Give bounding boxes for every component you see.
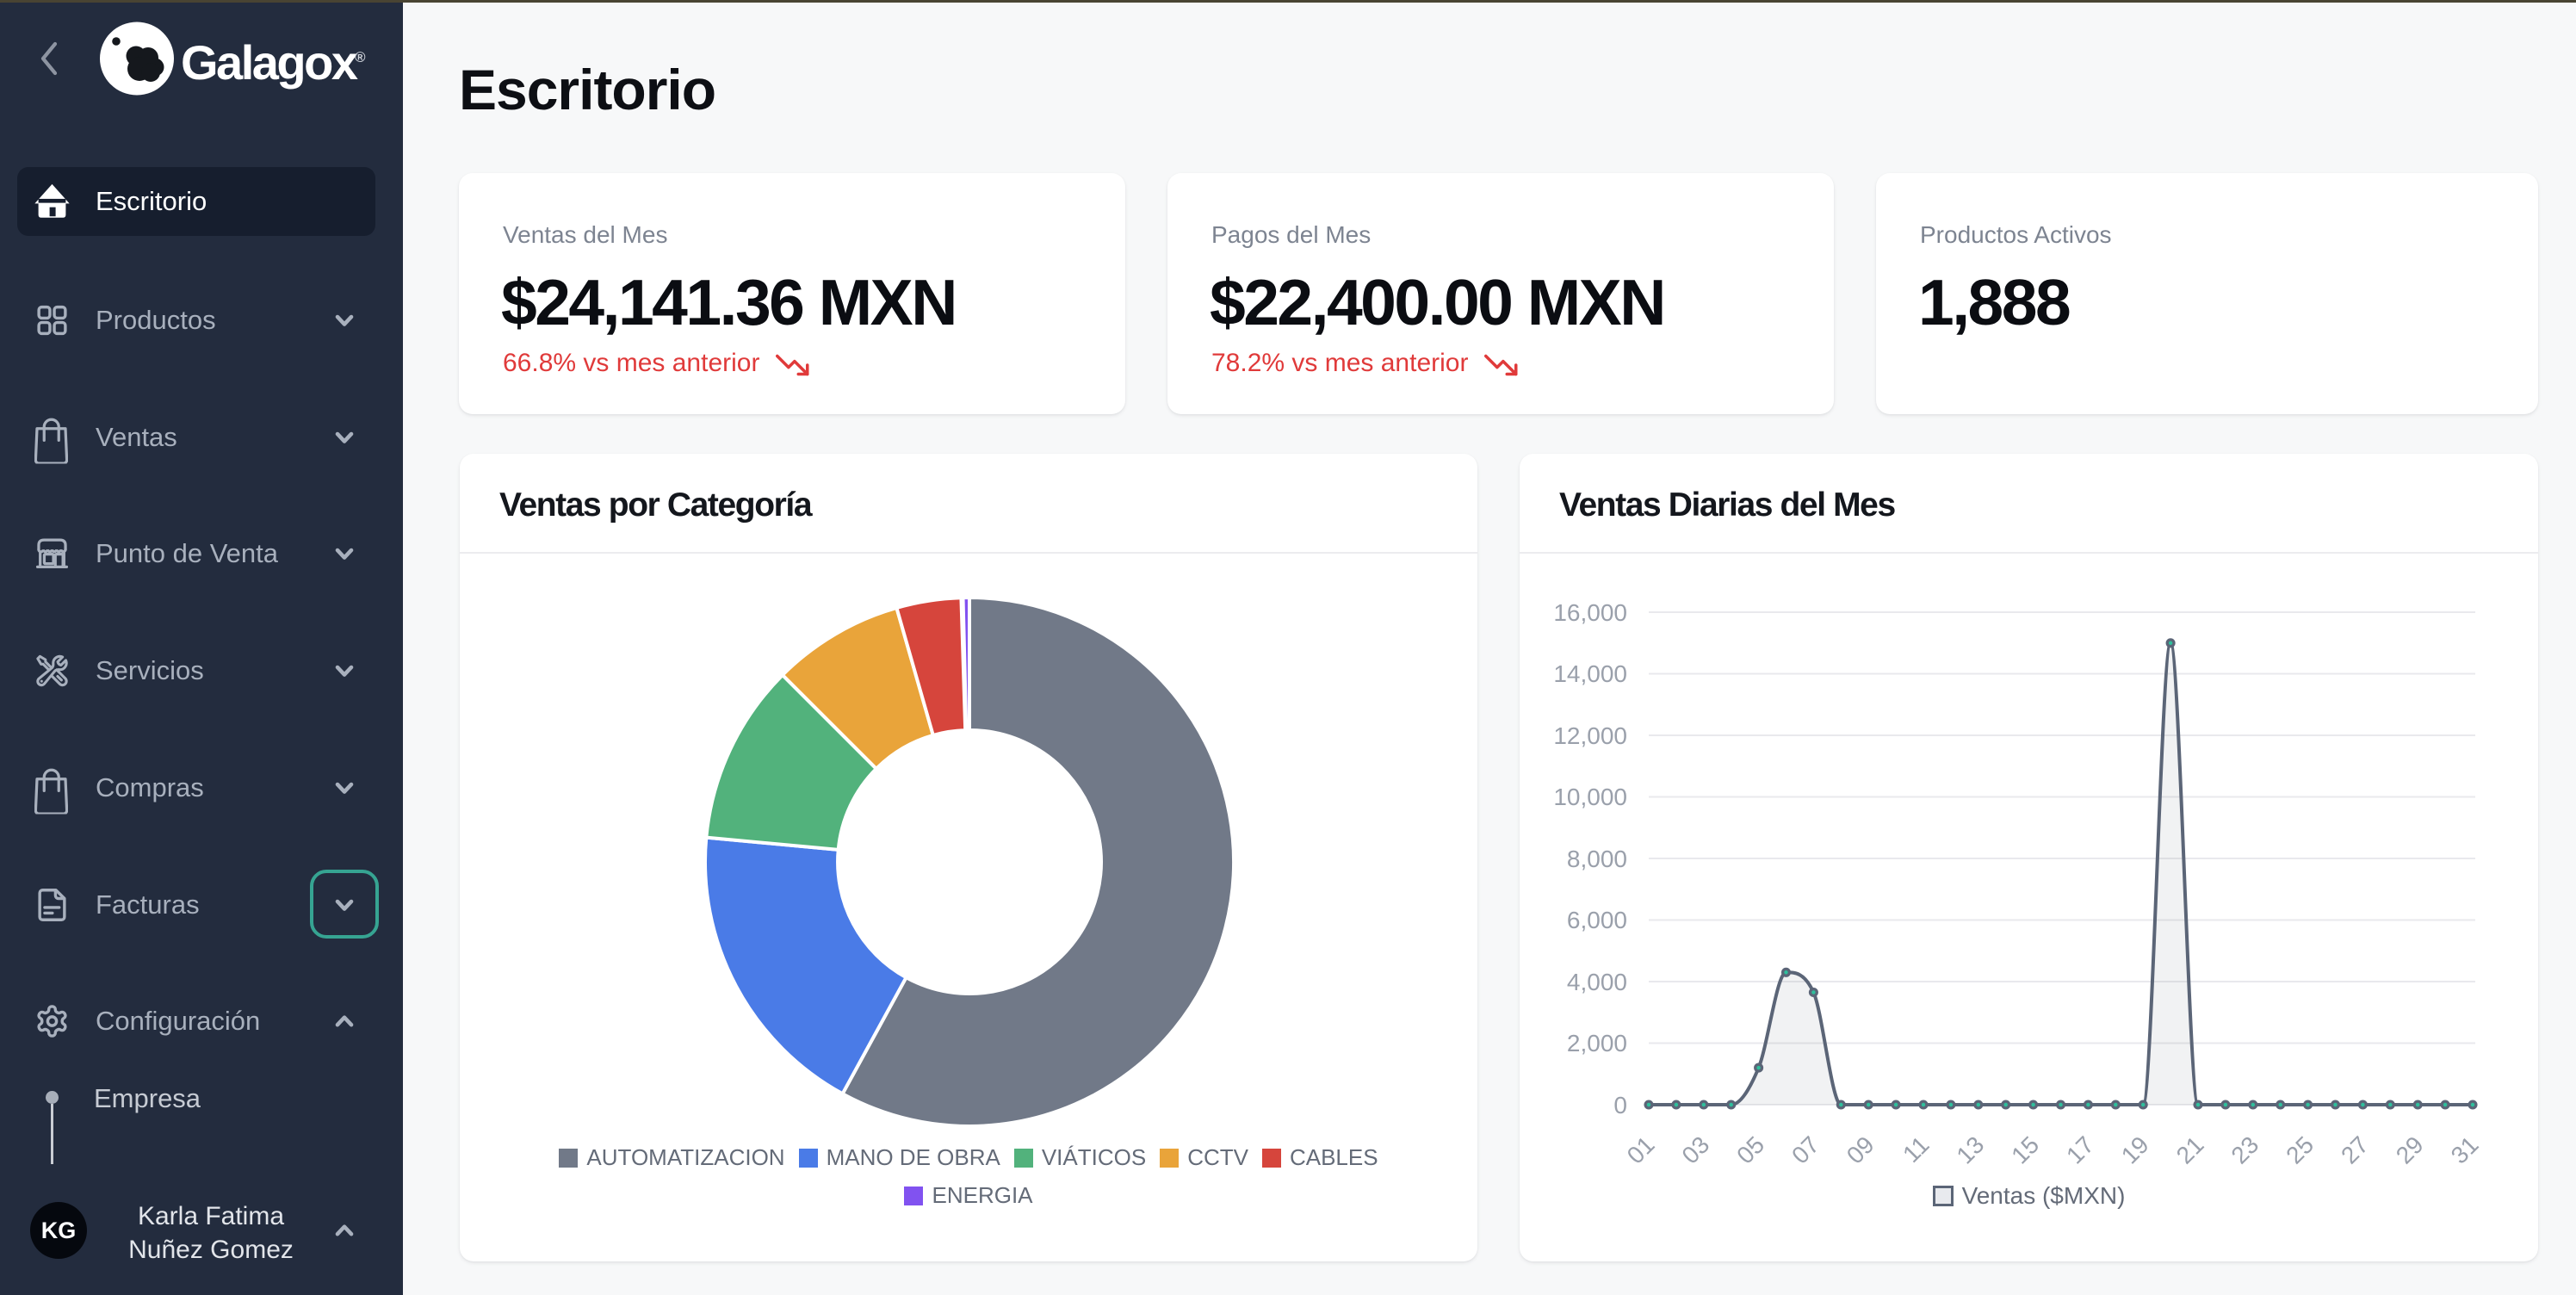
svg-text:25: 25 <box>2281 1131 2319 1169</box>
svg-text:14,000: 14,000 <box>1553 660 1627 687</box>
svg-text:27: 27 <box>2336 1131 2374 1169</box>
svg-text:17: 17 <box>2061 1131 2099 1169</box>
svg-text:11: 11 <box>1898 1131 1934 1168</box>
svg-text:8,000: 8,000 <box>1567 846 1627 872</box>
svg-text:4,000: 4,000 <box>1567 969 1627 995</box>
svg-text:05: 05 <box>1731 1131 1769 1169</box>
svg-text:07: 07 <box>1786 1131 1824 1169</box>
svg-text:19: 19 <box>2116 1131 2154 1169</box>
svg-text:23: 23 <box>2226 1131 2263 1169</box>
svg-text:6,000: 6,000 <box>1567 907 1627 933</box>
svg-text:0: 0 <box>1613 1092 1627 1118</box>
svg-text:01: 01 <box>1622 1131 1660 1169</box>
svg-text:15: 15 <box>2006 1131 2044 1169</box>
svg-text:16,000: 16,000 <box>1553 599 1627 626</box>
svg-text:21: 21 <box>2171 1131 2209 1169</box>
svg-text:10,000: 10,000 <box>1553 784 1627 810</box>
svg-text:31: 31 <box>2446 1131 2484 1169</box>
svg-text:2,000: 2,000 <box>1567 1030 1627 1056</box>
svg-text:09: 09 <box>1842 1131 1879 1169</box>
svg-text:03: 03 <box>1676 1131 1714 1169</box>
svg-text:13: 13 <box>1951 1131 1989 1169</box>
svg-text:12,000: 12,000 <box>1553 722 1627 749</box>
svg-text:29: 29 <box>2391 1131 2429 1169</box>
